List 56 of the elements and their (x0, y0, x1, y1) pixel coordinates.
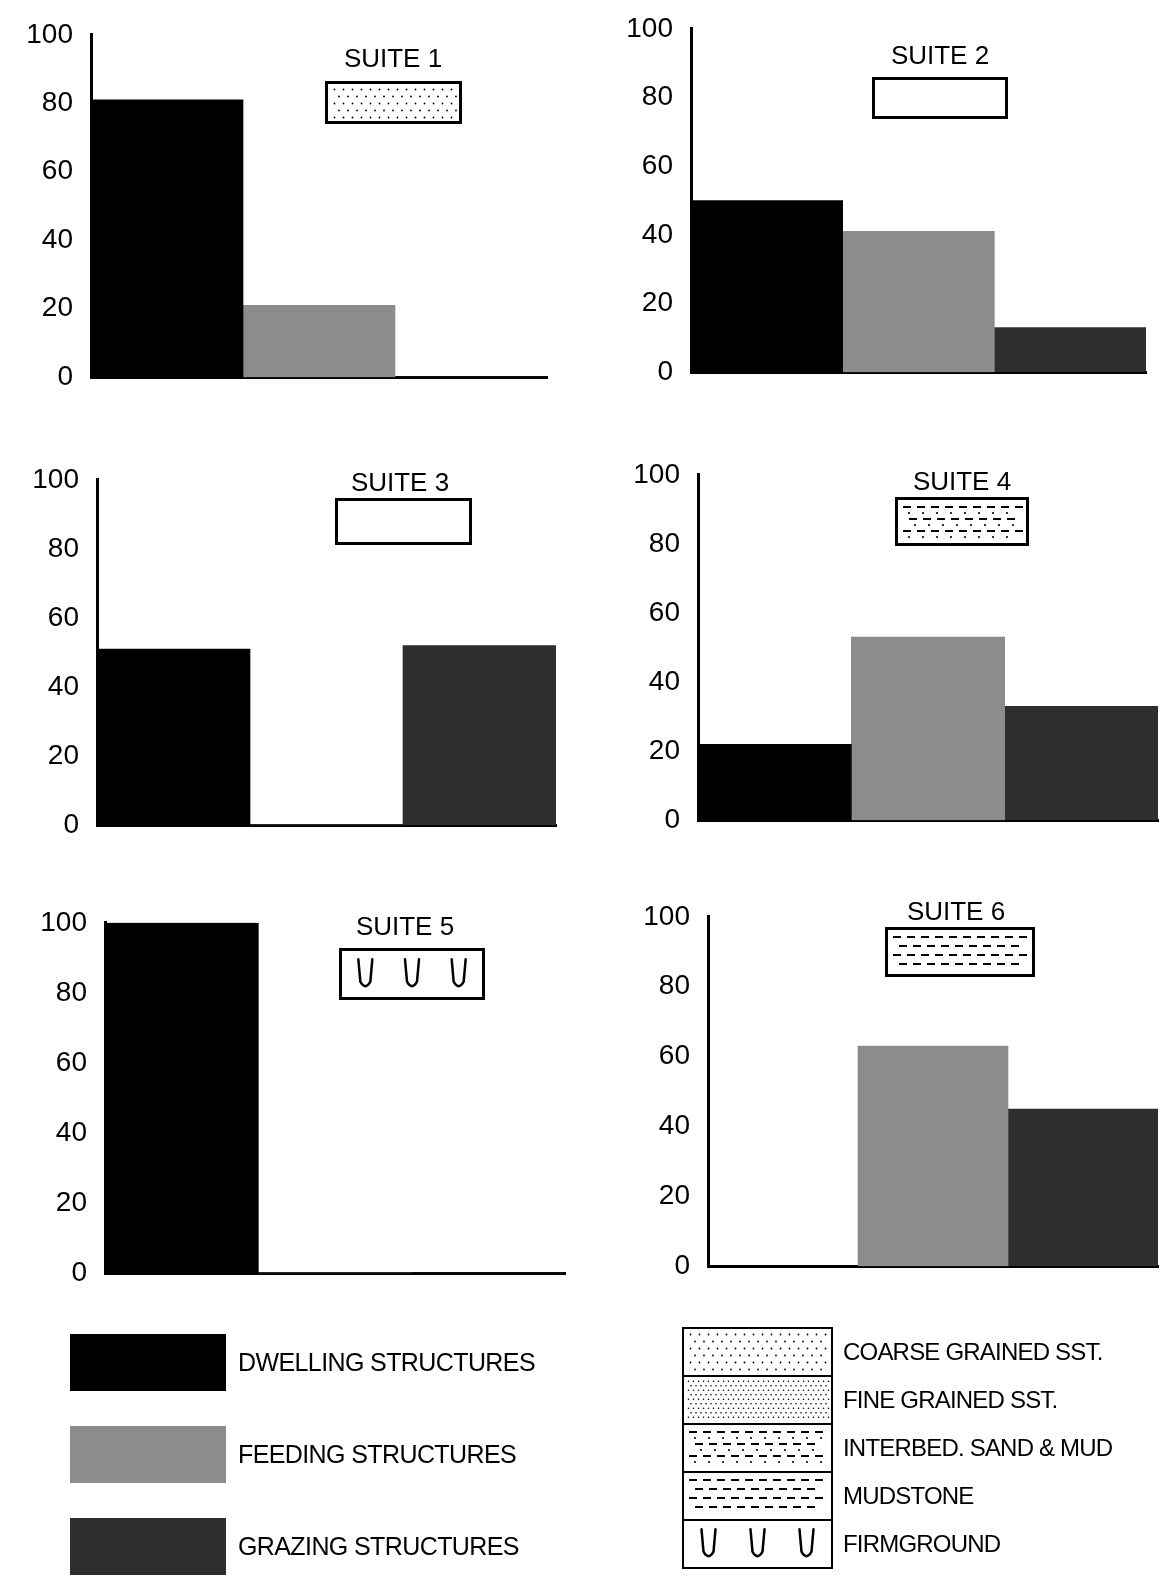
y-tick-label: 40 (648, 664, 680, 696)
chart-title: SUITE 1 (342, 42, 444, 74)
y-tick-label: 60 (41, 154, 73, 186)
y-tick-label: 60 (47, 600, 79, 632)
chart-title: SUITE 3 (349, 466, 451, 498)
y-tick-label: 0 (657, 354, 673, 386)
y-tick-label: 40 (658, 1109, 690, 1141)
y-tick-label: 100 (26, 17, 73, 49)
y-tick-label: 100 (32, 462, 79, 494)
y-tick-label: 20 (41, 291, 73, 323)
y-tick-label: 80 (648, 526, 680, 558)
bar (242, 304, 396, 378)
y-tick-label: 100 (643, 899, 690, 931)
text: INTERBED. SAND & MUD (843, 1433, 1113, 1463)
y-tick-label: 60 (641, 148, 673, 180)
chart-title: SUITE 4 (911, 465, 1013, 497)
y-tick-label: 100 (626, 11, 673, 43)
y-tick-label: 80 (47, 531, 79, 563)
y-tick-label: 20 (641, 286, 673, 318)
y-tick-label: 20 (55, 1185, 87, 1217)
y-tick-label: 40 (47, 669, 79, 701)
y-tick-label: 0 (71, 1255, 87, 1287)
y-tick-label: 0 (57, 359, 73, 391)
y-tick-label: 0 (674, 1248, 690, 1280)
y-tick-label: 100 (633, 457, 680, 489)
y-tick-label: 80 (41, 86, 73, 117)
text: MUDSTONE (843, 1481, 974, 1511)
y-tick-label: 80 (641, 80, 673, 112)
bar (851, 636, 1005, 821)
y-tick-label: 100 (40, 905, 87, 937)
y-tick-label: 80 (55, 975, 87, 1007)
text: COARSE GRAINED SST. (843, 1337, 1103, 1367)
y-tick-label: 60 (648, 595, 680, 627)
text: FIRMGROUND (843, 1529, 1001, 1559)
text: SUITE 2 (889, 39, 991, 71)
y-tick-label: 80 (658, 969, 690, 1001)
y-tick-label: 40 (641, 217, 673, 249)
chart-title: SUITE 5 (354, 910, 456, 942)
y-tick-label: 60 (658, 1039, 690, 1071)
y-tick-label: 0 (63, 807, 79, 839)
bar (1004, 705, 1158, 821)
text: FEEDING STRUCTURES (238, 1440, 517, 1469)
bar (994, 327, 1146, 373)
y-tick-label: 40 (55, 1115, 87, 1147)
y-tick-label: 40 (41, 222, 73, 254)
text: DWELLING STRUCTURES (238, 1348, 535, 1377)
text: FINE GRAINED SST. (843, 1385, 1058, 1415)
text: GRAZING STRUCTURES (238, 1532, 519, 1561)
y-tick-label: 20 (47, 738, 79, 770)
y-tick-label: 20 (648, 733, 680, 765)
y-tick-label: 0 (664, 802, 680, 834)
bar (402, 645, 556, 826)
y-tick-label: 20 (658, 1179, 690, 1211)
y-tick-label: 60 (55, 1045, 87, 1077)
chart-title: SUITE 6 (905, 895, 1007, 927)
bar (842, 231, 995, 373)
